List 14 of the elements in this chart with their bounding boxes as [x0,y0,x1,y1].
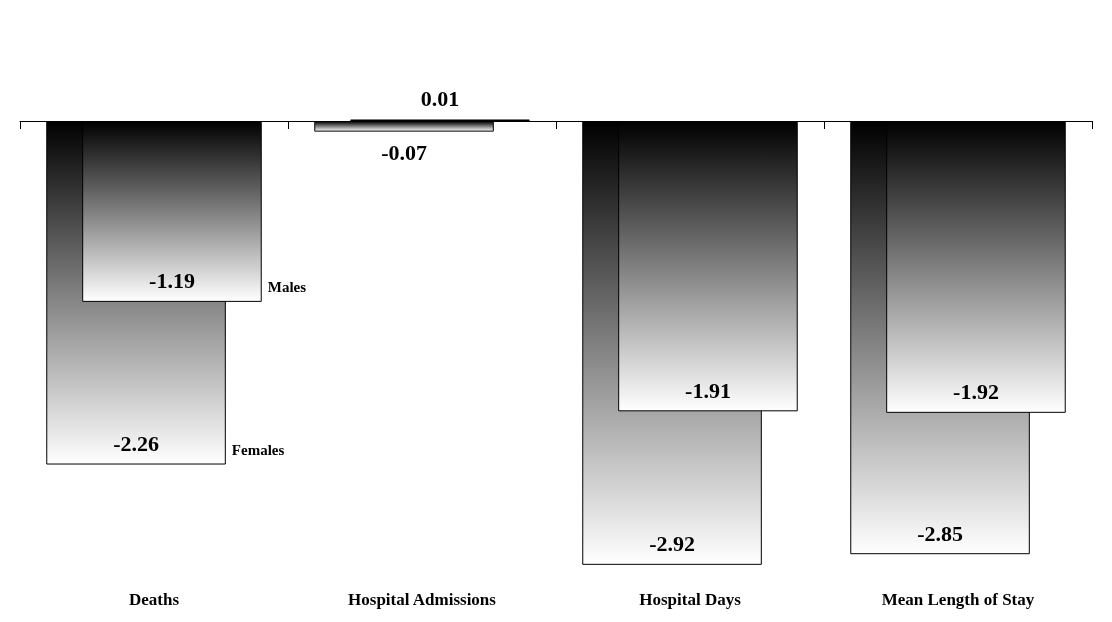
x-tick-label: Mean Length of Stay [881,590,1035,609]
data-label: -1.92 [953,379,999,405]
series-label: Males [267,279,307,296]
data-label: -2.85 [917,520,963,546]
data-label: -1.19 [149,268,195,294]
data-label: -1.91 [685,377,731,403]
data-label: -0.07 [381,140,427,166]
x-tick-label: Deaths [128,590,180,609]
x-tick-label: Hospital Days [639,590,742,609]
x-tick-label: Hospital Admissions [348,590,497,609]
data-label: -2.26 [113,431,159,457]
data-label: -2.92 [649,531,695,557]
series-label: Females [231,442,285,459]
data-label: 0.01 [420,85,460,111]
